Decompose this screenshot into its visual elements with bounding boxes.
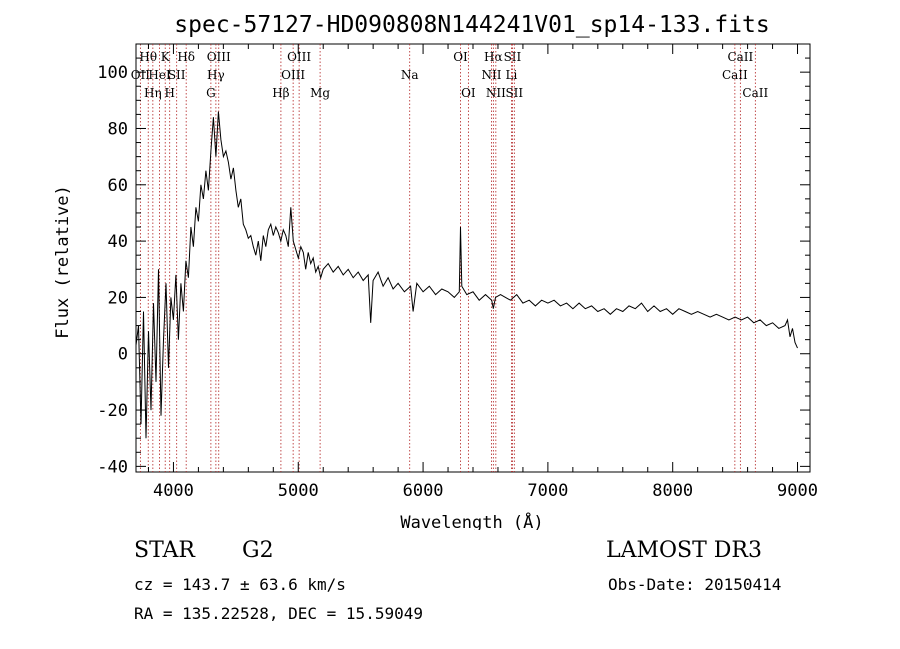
y-tick-label: 40	[108, 232, 128, 252]
spectral-line-label: OIII	[287, 50, 311, 64]
spectral-line-label: Hη	[144, 86, 162, 100]
spectral-line-label: CaII	[722, 68, 748, 82]
y-tick-label: 20	[108, 288, 128, 308]
y-axis-ticks: -40 -20 0 20 40 60 80 100	[97, 43, 810, 477]
spectral-line-label: SII	[505, 86, 523, 100]
chart-title: spec-57127-HD090808N144241V01_sp14-133.f…	[174, 12, 769, 38]
observation-date: Obs-Date: 20150414	[608, 575, 782, 594]
x-tick-label: 9000	[777, 481, 818, 501]
x-tick-label: 4000	[153, 481, 194, 501]
x-tick-label: 7000	[527, 481, 568, 501]
plot-axes	[135, 43, 811, 473]
spectral-line-label: Hθ	[139, 50, 157, 64]
spectral-line-label: Hδ	[177, 50, 195, 64]
spectral-line-label: K	[161, 50, 171, 64]
x-axis-ticks: 4000 5000 6000 7000 8000 9000	[147, 44, 818, 501]
y-tick-label: -20	[97, 401, 128, 421]
spectral-line-label: Hγ	[207, 68, 225, 82]
x-tick-label: 8000	[652, 481, 693, 501]
object-subclass: G2	[242, 538, 274, 563]
spectral-line-label: Na	[401, 68, 419, 82]
x-tick-label: 6000	[403, 481, 444, 501]
spectral-line-label: CaII	[727, 50, 753, 64]
x-tick-label: 5000	[278, 481, 319, 501]
spectral-line-label: G	[206, 86, 216, 100]
spectral-line-label: Mg	[310, 86, 330, 100]
spectral-line-label: OI	[453, 50, 468, 64]
spectral-line-label: OI	[461, 86, 476, 100]
y-tick-label: 0	[118, 345, 128, 365]
y-axis-label: Flux (relative)	[53, 185, 73, 339]
spectral-line-label: OIII	[207, 50, 231, 64]
spectral-line-label: OII	[131, 68, 151, 82]
spectral-line-label: SII	[168, 68, 186, 82]
spectrum-line	[135, 111, 798, 439]
ra-dec-coordinates: RA = 135.22528, DEC = 15.59049	[134, 604, 423, 623]
survey-name: LAMOST DR3	[606, 538, 762, 563]
object-class: STAR	[134, 538, 195, 563]
y-tick-label: -40	[97, 457, 128, 477]
redshift-velocity: cz = 143.7 ± 63.6 km/s	[134, 575, 346, 594]
y-tick-label: 60	[108, 176, 128, 196]
spectral-line-label: CaII	[742, 86, 768, 100]
plot-frame	[135, 43, 811, 473]
spectral-line-label: OIII	[281, 68, 305, 82]
spectral-line-label: NII	[481, 68, 501, 82]
y-tick-label: 100	[97, 63, 128, 83]
spectral-line-label: SII	[504, 50, 522, 64]
spectral-line-label: NII	[486, 86, 506, 100]
spectral-line-label: Hβ	[272, 86, 289, 100]
spectral-line-markers: OII Hθ Hη HeI K H SII Hδ G Hγ OIII Hβ OIII OIII Mg Na OI…	[131, 44, 768, 472]
spectral-line-label: HeI	[148, 68, 171, 82]
spectral-line-label: Li	[506, 68, 518, 82]
spectral-line-label: H	[164, 86, 174, 100]
spectral-line-label: Hα	[484, 50, 503, 64]
y-tick-label: 80	[108, 119, 128, 139]
spectrum-chart: spec-57127-HD090808N144241V01_sp14-133.f…	[53, 12, 818, 530]
x-axis-label: Wavelength (Å)	[400, 511, 543, 530]
